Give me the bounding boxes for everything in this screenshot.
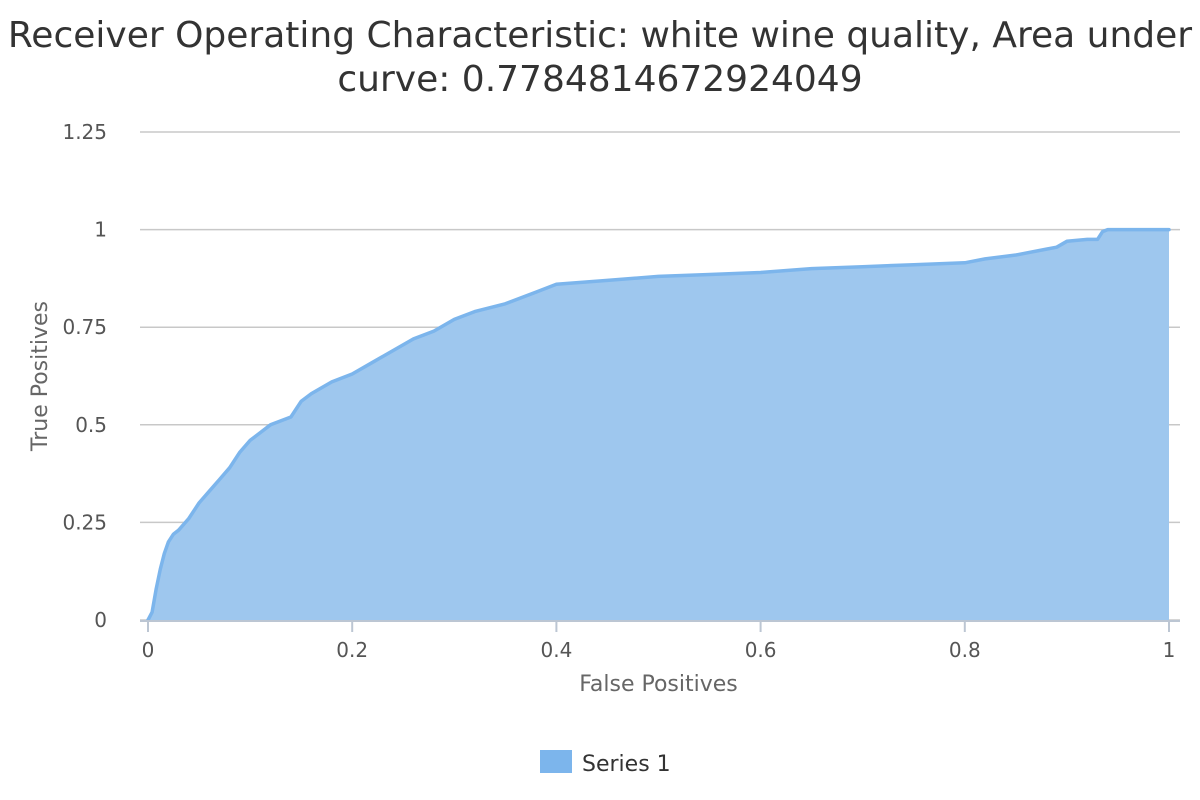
x-axis-title: False Positives — [579, 672, 738, 697]
x-tick-label: 0.8 — [949, 638, 981, 662]
legend[interactable]: Series 1 — [540, 750, 671, 777]
y-tick-label: 0 — [94, 608, 107, 632]
series-1-line — [146, 227, 1171, 622]
y-tick-label: 1.25 — [62, 120, 107, 144]
x-tick-label: 0.4 — [540, 638, 572, 662]
y-tick-label: 0.75 — [62, 315, 107, 339]
y-tick-label: 0.25 — [62, 510, 107, 534]
series-1-area — [148, 229, 1169, 620]
x-tick-label: 1 — [1163, 638, 1176, 662]
chart-title: Receiver Operating Characteristic: white… — [7, 15, 1193, 100]
x-tick-label: 0.6 — [745, 638, 777, 662]
plot-area — [146, 227, 1171, 622]
y-axis-title: True Positives — [28, 301, 53, 452]
legend-label-series-1[interactable]: Series 1 — [582, 752, 671, 777]
y-tick-label: 0.5 — [75, 413, 107, 437]
axes: 0 0.25 0.5 0.75 1 1.25 0 0.2 0.4 0.6 0.8 1 — [62, 120, 1180, 662]
x-tick-label: 0.2 — [336, 638, 368, 662]
y-tick-label: 1 — [94, 218, 107, 242]
legend-swatch-series-1[interactable] — [540, 750, 572, 773]
x-tick-label: 0 — [142, 638, 155, 662]
